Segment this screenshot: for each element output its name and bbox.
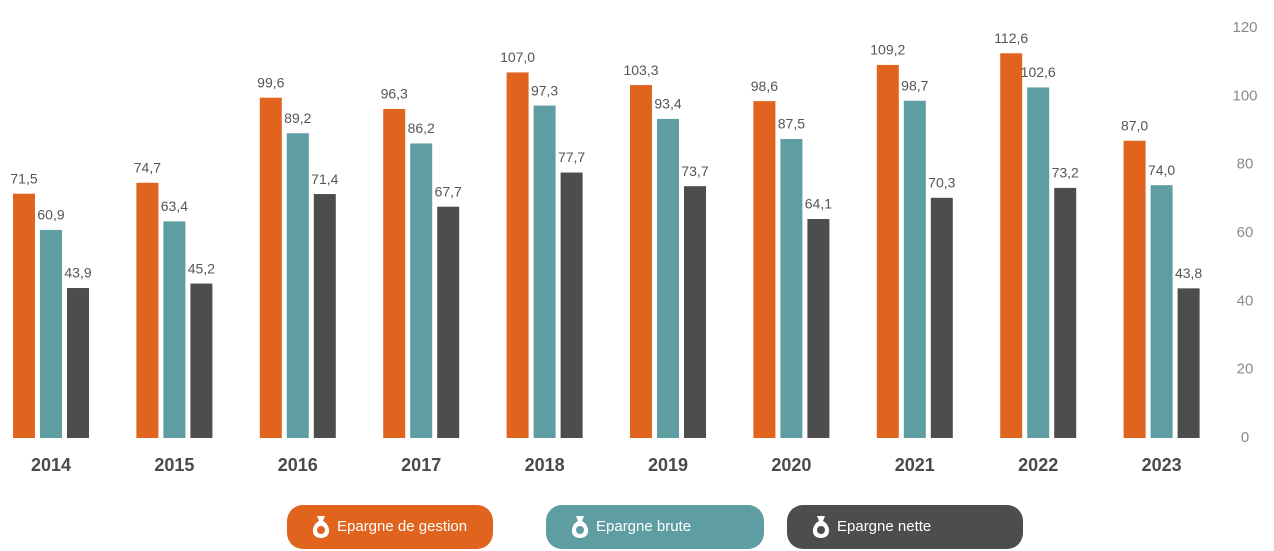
bar <box>13 193 35 438</box>
value-label: 67,7 <box>435 183 462 199</box>
value-label: 86,2 <box>408 120 435 136</box>
value-label: 73,2 <box>1052 165 1079 181</box>
bar <box>190 283 213 438</box>
value-label: 63,4 <box>161 198 188 214</box>
bar <box>876 64 899 439</box>
value-label: 109,2 <box>870 42 905 58</box>
legend-label: Epargne nette <box>837 518 931 535</box>
bar <box>1027 87 1050 438</box>
bar <box>259 97 282 438</box>
value-label: 97,3 <box>531 82 558 98</box>
bar <box>40 229 62 438</box>
legend-pill <box>546 505 764 549</box>
legend-icon-coin <box>576 526 584 534</box>
bar <box>1000 53 1023 439</box>
bar <box>807 218 830 438</box>
x-tick-label: 2019 <box>648 455 688 475</box>
value-label: 87,0 <box>1121 117 1148 133</box>
y-tick-label: 100 <box>1232 87 1257 104</box>
value-label: 107,0 <box>500 49 535 65</box>
bar <box>437 206 460 438</box>
x-tick-label: 2015 <box>154 455 194 475</box>
legend-item: Epargne de gestion <box>287 505 493 549</box>
legend-item: Epargne nette <box>787 505 1023 549</box>
legend-label: Epargne brute <box>596 518 691 535</box>
y-tick-label: 0 <box>1241 429 1249 446</box>
bar <box>1177 288 1200 438</box>
bar <box>67 288 89 438</box>
value-label: 99,6 <box>257 74 284 90</box>
value-label: 45,2 <box>188 260 215 276</box>
bar <box>657 118 679 438</box>
bar <box>383 108 406 438</box>
value-label: 71,5 <box>10 170 37 186</box>
value-label: 103,3 <box>623 62 658 78</box>
legend-label: Epargne de gestion <box>337 518 467 535</box>
x-tick-label: 2020 <box>771 455 811 475</box>
bar <box>410 143 433 438</box>
value-label: 98,7 <box>901 77 928 93</box>
value-label: 64,1 <box>805 196 832 212</box>
value-label: 112,6 <box>994 30 1028 46</box>
bar <box>1054 187 1077 438</box>
x-tick-label: 2016 <box>278 455 318 475</box>
bar <box>560 172 583 438</box>
bar <box>753 101 776 438</box>
legend-pill <box>787 505 1023 549</box>
value-label: 43,9 <box>64 265 91 281</box>
y-tick-label: 20 <box>1237 361 1254 378</box>
value-label: 74,0 <box>1148 162 1175 178</box>
value-label: 71,4 <box>311 171 338 187</box>
value-label: 77,7 <box>558 149 585 165</box>
bar <box>930 197 953 438</box>
bar <box>684 186 706 438</box>
x-tick-label: 2018 <box>525 455 565 475</box>
bar <box>903 100 926 439</box>
x-tick-label: 2022 <box>1018 455 1058 475</box>
value-label: 60,9 <box>37 207 64 223</box>
y-tick-label: 60 <box>1237 224 1254 241</box>
value-label: 98,6 <box>751 78 778 94</box>
bar <box>136 182 159 438</box>
value-label: 73,7 <box>681 163 708 179</box>
bar <box>1123 140 1146 438</box>
legend-item: Epargne brute <box>546 505 764 549</box>
legend-pill <box>287 505 493 549</box>
bar <box>506 72 529 439</box>
x-tick-label: 2021 <box>895 455 935 475</box>
x-tick-label: 2017 <box>401 455 441 475</box>
x-tick-label: 2014 <box>31 455 71 475</box>
value-label: 96,3 <box>381 86 408 102</box>
bar <box>780 139 803 438</box>
value-label: 87,5 <box>778 116 805 132</box>
y-tick-label: 120 <box>1232 19 1257 36</box>
value-label: 74,7 <box>134 159 161 175</box>
x-tick-label: 2023 <box>1142 455 1182 475</box>
bar <box>163 221 186 438</box>
y-tick-label: 80 <box>1237 156 1254 173</box>
bar <box>630 85 652 438</box>
value-label: 102,6 <box>1021 64 1056 80</box>
bar <box>533 105 556 438</box>
value-label: 43,8 <box>1175 265 1202 281</box>
bar <box>1150 185 1173 438</box>
y-tick-label: 40 <box>1237 292 1254 309</box>
value-label: 93,4 <box>654 96 681 112</box>
value-label: 89,2 <box>284 110 311 126</box>
bar <box>286 133 309 438</box>
bar <box>313 194 336 438</box>
legend-icon-coin <box>817 526 825 534</box>
legend-icon-coin <box>317 526 325 534</box>
value-label: 70,3 <box>928 175 955 191</box>
